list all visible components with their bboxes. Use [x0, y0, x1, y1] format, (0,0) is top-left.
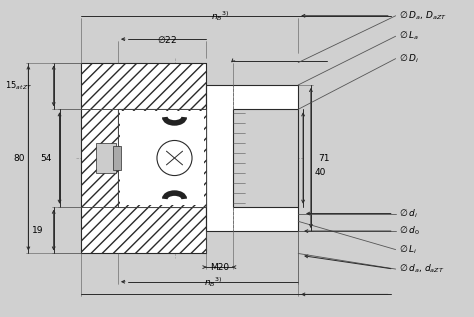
Bar	[81, 62, 206, 109]
Text: 40: 40	[315, 168, 326, 177]
Bar	[81, 207, 206, 254]
Bar	[233, 109, 298, 207]
Bar	[120, 111, 204, 205]
Bar	[206, 85, 298, 231]
Text: $\varnothing\,d_0$: $\varnothing\,d_0$	[399, 225, 419, 237]
Text: $\varnothing\,L_i$: $\varnothing\,L_i$	[399, 243, 417, 256]
Text: M20: M20	[210, 262, 229, 272]
Text: 80: 80	[13, 153, 24, 163]
Text: $15_{at\,ZT}$: $15_{at\,ZT}$	[5, 80, 32, 92]
Text: $\varnothing\,D_i$: $\varnothing\,D_i$	[399, 52, 419, 65]
Text: $n_B{}^{3)}$: $n_B{}^{3)}$	[204, 275, 223, 289]
Bar	[118, 109, 206, 207]
Text: $\varnothing\,d_i$: $\varnothing\,d_i$	[399, 207, 417, 220]
Bar	[81, 62, 206, 254]
Text: $\varnothing\mathsf{22}$: $\varnothing\mathsf{22}$	[156, 34, 177, 45]
Text: 54: 54	[40, 153, 52, 163]
Circle shape	[157, 140, 192, 176]
Text: 71: 71	[319, 153, 330, 163]
Bar	[81, 109, 118, 207]
Text: 19: 19	[32, 226, 44, 235]
Text: $\varnothing\,d_a,\,d_{aZT}$: $\varnothing\,d_a,\,d_{aZT}$	[399, 263, 444, 275]
Text: $\varnothing\,L_a$: $\varnothing\,L_a$	[399, 30, 419, 42]
Bar	[113, 146, 121, 170]
Text: $\varnothing\,D_a,\,D_{aZT}$: $\varnothing\,D_a,\,D_{aZT}$	[399, 10, 447, 22]
Bar	[96, 143, 116, 173]
Text: $n_B{}^{3)}$: $n_B{}^{3)}$	[211, 9, 229, 23]
